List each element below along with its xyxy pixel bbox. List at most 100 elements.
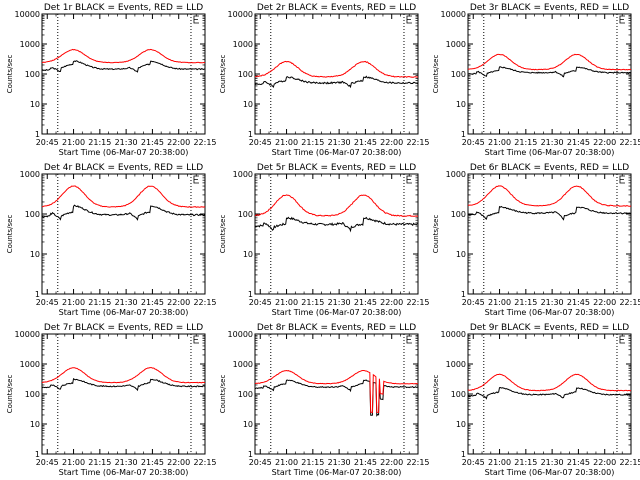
chart-title: Det 7r BLACK = Events, RED = LLD [44, 323, 203, 333]
y-tick-label: 1000 [20, 40, 40, 49]
x-tick-label: 20:45 [36, 298, 59, 307]
x-tick-label: 22:00 [167, 138, 190, 147]
chart-panel-5r: Det 5r BLACK = Events, RED = LLD 1 10 100 10… [219, 163, 430, 317]
x-axis-label: Start Time (06-Mar-07 20:38:00) [485, 468, 615, 477]
x-tick-label: 20:45 [462, 138, 485, 147]
x-tick-label: 20:45 [462, 458, 485, 467]
y-tick-label: 1 [35, 290, 40, 299]
plot-frame [41, 173, 206, 295]
x-tick-label: 21:15 [301, 298, 324, 307]
series-red-lld [41, 185, 206, 208]
x-tick-label: 21:00 [488, 138, 511, 147]
x-tick-label: 21:00 [275, 458, 298, 467]
y-tick-label: 1 [248, 290, 253, 299]
x-tick-label: 20:45 [36, 138, 59, 147]
y-tick-label: 10000 [15, 10, 40, 19]
x-tick-label: 21:30 [328, 298, 351, 307]
e-marker [406, 335, 412, 344]
y-tick-label: 100 [25, 70, 40, 79]
x-axis-label: Start Time (06-Mar-07 20:38:00) [485, 308, 615, 317]
y-tick-label: 10 [243, 100, 253, 109]
x-tick-label: 21:15 [88, 458, 111, 467]
x-tick-label: 21:15 [88, 138, 111, 147]
y-tick-label: 100 [451, 390, 466, 399]
x-tick-label: 22:15 [619, 138, 640, 147]
y-axis-label: Counts/sec [432, 375, 440, 414]
series-red-lld [255, 194, 419, 217]
x-tick-label: 21:30 [115, 458, 138, 467]
plot-frame [467, 173, 632, 295]
y-tick-label: 1000 [233, 40, 253, 49]
x-tick-label: 22:00 [593, 138, 616, 147]
series-black-events [41, 204, 206, 221]
series-black-events [41, 60, 206, 73]
y-tick-label: 1 [461, 290, 466, 299]
x-tick-label: 21:45 [141, 298, 164, 307]
x-tick-label: 20:45 [249, 458, 272, 467]
x-axis-label: Start Time (06-Mar-07 20:38:00) [59, 148, 189, 157]
x-tick-label: 20:45 [36, 458, 59, 467]
y-tick-label: 100 [451, 210, 466, 219]
chart-title: Det 2r BLACK = Events, RED = LLD [257, 3, 416, 13]
e-marker [193, 175, 199, 184]
y-axis-label: Counts/sec [432, 55, 440, 94]
x-tick-label: 20:45 [249, 138, 272, 147]
y-tick-label: 1000 [233, 360, 253, 369]
y-axis-label: Counts/sec [219, 375, 227, 414]
e-marker [619, 15, 625, 24]
y-tick-label: 1000 [20, 360, 40, 369]
y-tick-label: 1 [35, 130, 40, 139]
plot-frame [41, 333, 206, 455]
y-tick-label: 1000 [446, 40, 466, 49]
x-tick-label: 21:30 [328, 458, 351, 467]
x-tick-label: 22:15 [619, 298, 640, 307]
x-tick-label: 21:45 [354, 458, 377, 467]
x-tick-label: 21:00 [275, 298, 298, 307]
y-tick-label: 100 [238, 390, 253, 399]
x-tick-label: 22:15 [619, 458, 640, 467]
chart-title: Det 6r BLACK = Events, RED = LLD [470, 163, 629, 173]
y-tick-label: 100 [451, 70, 466, 79]
y-tick-label: 1000 [446, 170, 466, 179]
e-marker [406, 15, 412, 24]
x-tick-label: 22:15 [193, 138, 216, 147]
y-axis-label: Counts/sec [6, 55, 14, 94]
y-tick-label: 1 [461, 130, 466, 139]
y-tick-label: 10000 [441, 330, 466, 339]
series-black-events [467, 66, 632, 78]
y-tick-label: 10 [30, 250, 40, 259]
y-tick-label: 1 [248, 450, 253, 459]
series-black-events [254, 216, 419, 233]
y-tick-label: 10000 [228, 330, 253, 339]
y-tick-label: 10000 [15, 330, 40, 339]
chart-title: Det 8r BLACK = Events, RED = LLD [257, 323, 416, 333]
chart-panel-6r: Det 6r BLACK = Events, RED = LLD 1 10 100 10… [432, 163, 640, 317]
chart-panel-7r: Det 7r BLACK = Events, RED = LLD 1 10 100 10… [6, 323, 217, 477]
e-marker [619, 175, 625, 184]
chart-title: Det 5r BLACK = Events, RED = LLD [257, 163, 416, 173]
series-red-lld [254, 369, 419, 414]
x-tick-label: 21:30 [115, 138, 138, 147]
y-tick-label: 1000 [20, 170, 40, 179]
x-tick-label: 21:30 [328, 138, 351, 147]
chart-panel-9r: Det 9r BLACK = Events, RED = LLD 1 10 100 10… [432, 323, 640, 477]
x-tick-label: 21:15 [88, 298, 111, 307]
chart-title: Det 1r BLACK = Events, RED = LLD [44, 3, 203, 13]
x-tick-label: 21:15 [514, 298, 537, 307]
y-tick-label: 10000 [228, 10, 253, 19]
y-tick-label: 1000 [446, 360, 466, 369]
x-tick-label: 21:00 [62, 298, 85, 307]
x-tick-label: 21:00 [488, 298, 511, 307]
chart-panel-1r: Det 1r BLACK = Events, RED = LLD 1 10 100 10… [6, 3, 217, 157]
x-tick-label: 21:30 [541, 458, 564, 467]
series-black-events [467, 205, 632, 221]
y-tick-label: 100 [25, 390, 40, 399]
series-black-events [254, 379, 419, 417]
plot-frame [467, 13, 632, 135]
x-axis-label: Start Time (06-Mar-07 20:38:00) [272, 468, 402, 477]
x-tick-label: 22:00 [593, 298, 616, 307]
x-tick-label: 21:45 [567, 298, 590, 307]
y-tick-label: 10000 [441, 10, 466, 19]
x-tick-label: 21:15 [301, 458, 324, 467]
